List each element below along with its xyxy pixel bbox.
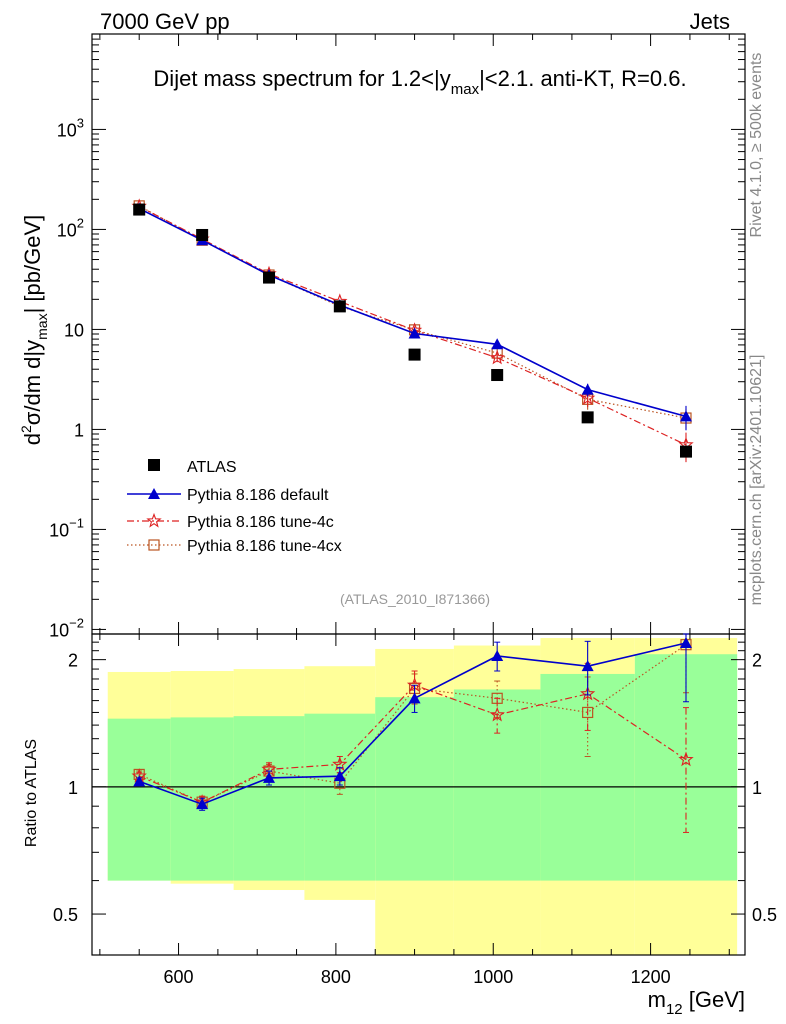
main-line-2	[138, 205, 687, 446]
ratio-y-tick-label-right: 2	[752, 651, 762, 671]
energy-label: 7000 GeV pp	[100, 9, 230, 34]
main-point-1	[408, 327, 421, 339]
atlas-data-point	[408, 348, 421, 361]
ratio-point-2	[489, 706, 505, 722]
rivet-version-text: Rivet 4.1.0, ≥ 500k events	[748, 53, 765, 238]
y-tick-label: 10	[64, 320, 84, 340]
ratio-uncertainty-bands	[107, 638, 738, 955]
ratio-y-tick-label-left: 0.5	[53, 905, 78, 925]
ratio-y-tick-label-left: 1	[68, 778, 78, 798]
jets-label: Jets	[690, 9, 730, 34]
green-band-bin	[375, 697, 454, 881]
ratio-point-1	[581, 660, 594, 672]
ratio-y-tick-label-right: 0.5	[752, 905, 777, 925]
atlas-data-point	[333, 300, 346, 313]
ratio-point-2	[678, 751, 694, 767]
main-point-2	[489, 349, 505, 365]
ratio-frame	[91, 633, 746, 956]
atlas-data-point	[491, 369, 504, 382]
legend-label-tune4c: Pythia 8.186 tune-4c	[187, 514, 334, 531]
x-tick-label: 1000	[473, 967, 513, 987]
legend: ATLAS Pythia 8.186 default Pythia 8.186 …	[127, 459, 342, 555]
series-layer	[131, 198, 694, 833]
ratio-point-1	[491, 650, 504, 662]
y-axis-label-ratio: Ratio to ATLAS	[23, 739, 40, 847]
x-tick-label: 800	[321, 967, 351, 987]
analysis-id: (ATLAS_2010_I871366)	[340, 591, 490, 607]
y-axis-label-main: d2σ/dm d|ymax| [pb/GeV]	[18, 215, 50, 445]
atlas-data-point	[581, 411, 594, 424]
ratio-y-tick-label-left: 2	[68, 651, 78, 671]
ratio-point-1	[133, 775, 146, 787]
plot-title: Dijet mass spectrum for 1.2<|ymax|<2.1. …	[153, 66, 686, 98]
atlas-data-point	[263, 271, 276, 284]
legend-marker-default	[148, 488, 160, 499]
ratio-point-1	[333, 770, 346, 782]
green-band-bin	[453, 689, 541, 881]
ratio-y-tick-label-right: 1	[752, 778, 762, 798]
x-axis-label: m12 [GeV]	[648, 987, 745, 1018]
main-point-1	[491, 338, 504, 350]
y-tick-label: 10−2	[49, 615, 84, 640]
legend-marker-tune4cx	[148, 539, 160, 551]
green-band-bin	[304, 713, 376, 881]
y-tick-label: 1	[74, 420, 84, 440]
legend-label-atlas: ATLAS	[187, 459, 237, 476]
mcplots-source-text: mcplots.cern.ch [arXiv:2401.10621]	[748, 355, 765, 606]
y-tick-label: 10−1	[49, 515, 84, 540]
ratio-point-1	[408, 692, 421, 704]
ratio-point-2	[580, 685, 596, 701]
ratio-point-3	[582, 706, 594, 719]
main-point-1	[581, 383, 594, 395]
ratio-point-1	[679, 636, 692, 648]
legend-label-default: Pythia 8.186 default	[187, 487, 329, 504]
main-line-1	[138, 207, 687, 418]
atlas-data-point	[196, 228, 209, 241]
atlas-data-point	[679, 445, 692, 458]
green-band-bin	[233, 716, 305, 881]
legend-marker-tune4c	[146, 512, 162, 528]
y-tick-label: 103	[57, 115, 84, 140]
atlas-data-point	[133, 203, 146, 216]
ratio-point-1	[263, 771, 276, 783]
main-line-3	[138, 205, 687, 419]
green-band-bin	[107, 718, 171, 881]
legend-label-tune4cx: Pythia 8.186 tune-4cx	[187, 538, 342, 555]
ratio-line-1	[138, 642, 687, 806]
x-tick-label: 1200	[631, 967, 671, 987]
legend-marker-atlas	[148, 459, 160, 471]
x-tick-label: 600	[164, 967, 194, 987]
main-point-1	[679, 410, 692, 422]
ratio-point-1	[196, 798, 209, 810]
y-tick-label: 102	[57, 215, 84, 240]
ratio-line-2	[138, 684, 687, 803]
main-point-2	[580, 390, 596, 405]
